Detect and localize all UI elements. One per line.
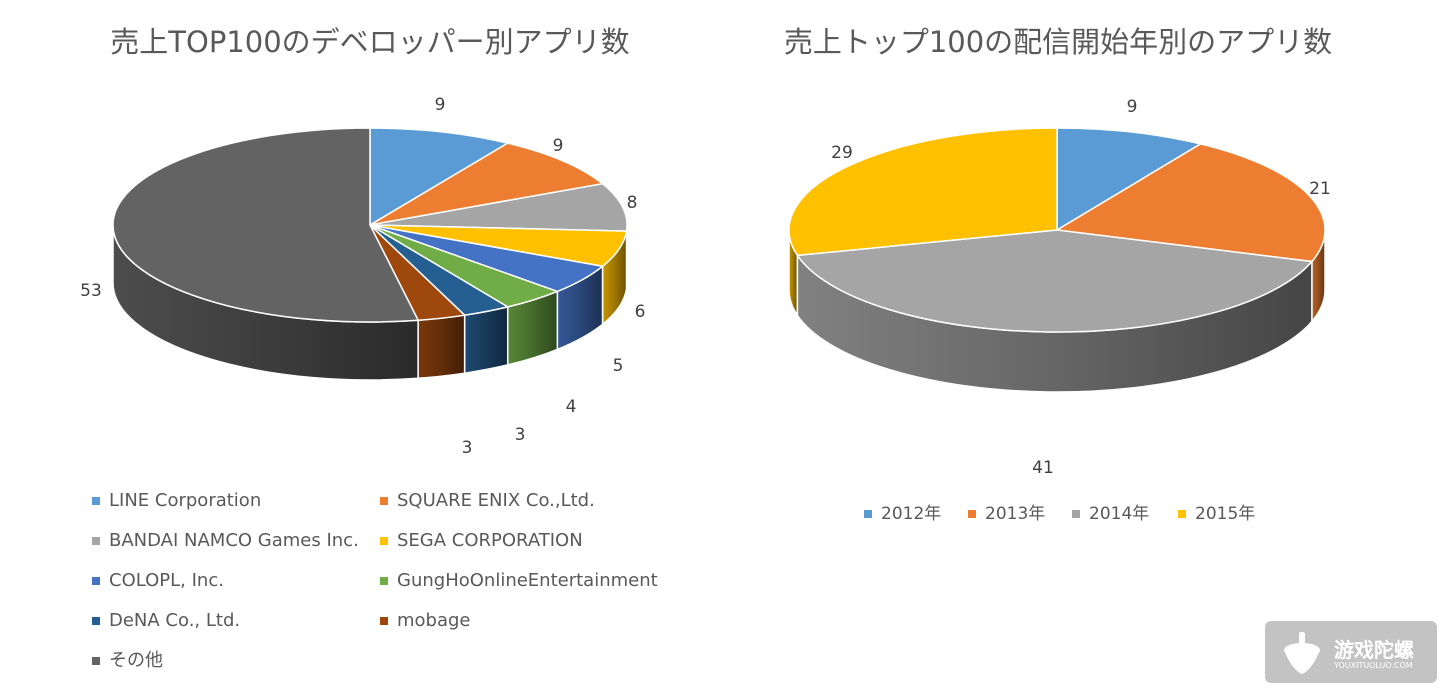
- legend-label: DeNA Co., Ltd.: [109, 610, 240, 631]
- legend-label: BANDAI NAMCO Games Inc.: [109, 530, 359, 551]
- legend-label: 2012年: [881, 504, 941, 524]
- legend-label: GungHoOnlineEntertainment: [397, 570, 658, 591]
- data-label-colopl-inc: 5: [613, 356, 624, 376]
- legend-item-gunghoonlineentertainment: GungHoOnlineEntertainment: [380, 570, 658, 591]
- legend-label: その他: [109, 650, 163, 671]
- data-label-2012年: 9: [1127, 97, 1138, 117]
- pie-slice-line-corporation: [369, 127, 509, 226]
- legend-label: mobage: [397, 610, 471, 631]
- pie-slice-2012年: [1056, 127, 1202, 231]
- legend-swatch: [1178, 510, 1186, 518]
- data-label-gunghoonlineentertainment: 4: [566, 397, 577, 417]
- legend-developers: LINE Corporation SQUARE ENIX Co.,Ltd. BAND…: [92, 490, 658, 671]
- data-label-square-enix-co-ltd: 9: [553, 136, 564, 156]
- legend-item-2013年: 2013年: [968, 504, 1045, 524]
- spinning-top-icon: [1284, 632, 1320, 674]
- legend-label: 2013年: [985, 504, 1045, 524]
- legend-swatch: [380, 577, 388, 585]
- data-label-その他: 53: [80, 281, 102, 301]
- legend-swatch: [380, 617, 388, 625]
- legend-item-2015年: 2015年: [1178, 504, 1255, 524]
- legend-swatch: [92, 537, 100, 545]
- legend-swatch: [968, 510, 976, 518]
- legend-item-bandai-namco-games-inc: BANDAI NAMCO Games Inc.: [92, 530, 359, 551]
- legend-swatch: [92, 497, 100, 505]
- pie-slice-2014年: [796, 229, 1313, 333]
- legend-item-dena-co-ltd: DeNA Co., Ltd.: [92, 610, 240, 631]
- watermark-badge: 游戏陀螺 YOUXITUOLUO.COM: [1265, 621, 1437, 683]
- legend-label: 2015年: [1195, 504, 1255, 524]
- pie-side-dena-co-ltd: [463, 305, 509, 375]
- pie-slice-その他: [112, 127, 419, 323]
- legend-swatch: [1072, 510, 1080, 518]
- legend-item-mobage: mobage: [380, 610, 471, 631]
- pie-side-mobage: [417, 314, 466, 380]
- watermark-url: YOUXITUOLUO.COM: [1333, 661, 1413, 670]
- legend-label: COLOPL, Inc.: [109, 570, 224, 591]
- legend-item-2014年: 2014年: [1072, 504, 1149, 524]
- legend-item-2012年: 2012年: [864, 504, 941, 524]
- data-label-2015年: 29: [831, 143, 853, 163]
- legend-label: SQUARE ENIX Co.,Ltd.: [397, 490, 595, 511]
- chart-title-developers: 売上TOP100のデベロッパー別アプリ数: [110, 25, 629, 59]
- legend-item-その他: その他: [92, 650, 163, 671]
- pie-slice-square-enix-co-ltd: [369, 142, 604, 226]
- data-label-2013年: 21: [1309, 179, 1331, 199]
- data-label-mobage: 3: [462, 438, 473, 458]
- legend-swatch: [92, 617, 100, 625]
- data-label-dena-co-ltd: 3: [515, 425, 526, 445]
- legend-swatch: [380, 497, 388, 505]
- legend-label: 2014年: [1089, 504, 1149, 524]
- legend-swatch: [92, 657, 100, 665]
- data-label-sega-corporation: 6: [635, 302, 646, 322]
- pie-slice-2013年: [1056, 143, 1326, 263]
- legend-item-square-enix-co-ltd: SQUARE ENIX Co.,Ltd.: [380, 490, 595, 511]
- legend-swatch: [864, 510, 872, 518]
- pie-slice-2015年: [788, 127, 1058, 257]
- legend-label: SEGA CORPORATION: [397, 530, 583, 551]
- legend-swatch: [380, 537, 388, 545]
- legend-swatch: [92, 577, 100, 585]
- legend-item-sega-corporation: SEGA CORPORATION: [380, 530, 583, 551]
- chart-title-release-year: 売上トップ100の配信開始年別のアプリ数: [784, 25, 1332, 59]
- legend-label: LINE Corporation: [109, 490, 261, 511]
- watermark-name: 游戏陀螺: [1334, 638, 1414, 662]
- developer-pie-chart: 売上TOP100のデベロッパー別アプリ数 9 9 8 6 5 4 3 3 53 LINE Cor…: [80, 25, 658, 671]
- data-label-bandai-namco-games-inc: 8: [627, 193, 638, 213]
- data-label-2014年: 41: [1032, 458, 1054, 478]
- legend-item-line-corporation: LINE Corporation: [92, 490, 261, 511]
- pie-slice-bandai-namco-games-inc: [369, 182, 628, 232]
- legend-release-year: 2012年 2013年 2014年 2015年: [864, 504, 1255, 524]
- data-label-line-corporation: 9: [435, 95, 446, 115]
- legend-item-colopl-inc: COLOPL, Inc.: [92, 570, 224, 591]
